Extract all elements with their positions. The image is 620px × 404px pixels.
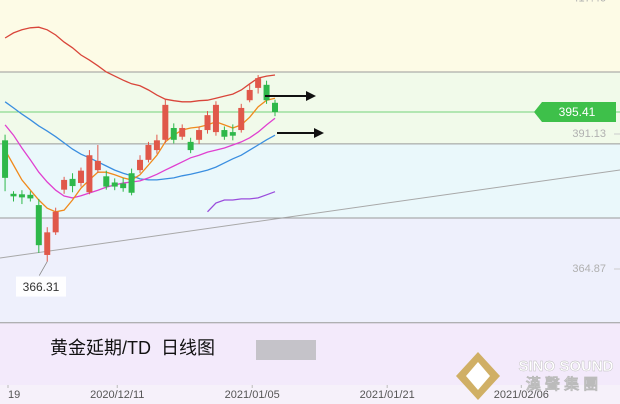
y-tick-label: 364.87 bbox=[572, 263, 606, 275]
indicator-line bbox=[4, 26, 276, 103]
candle-body bbox=[179, 127, 186, 137]
x-tick-label: 19 bbox=[8, 389, 20, 401]
logo: SINO SOUND 漢 聲 集 團 bbox=[456, 352, 614, 400]
candle-body bbox=[86, 155, 93, 193]
candle-body bbox=[128, 173, 135, 193]
y-tick-label: 391.13 bbox=[572, 128, 606, 140]
candle-body bbox=[196, 130, 203, 140]
candle-body bbox=[229, 132, 236, 136]
brand-cn: 漢 聲 集 團 bbox=[526, 375, 599, 393]
candle-body bbox=[44, 232, 51, 255]
indicator-line bbox=[207, 191, 276, 213]
band-bg bbox=[0, 144, 620, 218]
band-bg bbox=[0, 0, 620, 72]
x-tick-label: 2021/01/21 bbox=[360, 389, 415, 401]
axis-bg bbox=[0, 385, 620, 404]
candle-body bbox=[187, 141, 194, 151]
trend-line bbox=[0, 169, 620, 259]
indicator-line bbox=[4, 117, 276, 199]
candle-body bbox=[271, 102, 278, 113]
candle-body bbox=[255, 78, 262, 88]
candle-body bbox=[238, 107, 245, 131]
candle-body bbox=[69, 178, 76, 187]
candle-body bbox=[145, 144, 152, 160]
y-tick-label: 417.46 bbox=[572, 0, 606, 5]
indicator-line bbox=[4, 101, 276, 181]
candle-body bbox=[27, 194, 34, 199]
candle-body bbox=[212, 104, 219, 133]
candle-body bbox=[221, 130, 228, 137]
candle-body bbox=[10, 193, 17, 197]
candle-body bbox=[162, 104, 169, 140]
candle-body bbox=[111, 182, 118, 187]
candle-body bbox=[103, 176, 110, 187]
candle-body bbox=[120, 183, 127, 189]
chart-title: 黄金延期/TD 日线图 bbox=[50, 338, 215, 358]
low-pointer bbox=[38, 261, 48, 276]
low-label: 366.31 bbox=[23, 280, 60, 294]
candle-body bbox=[263, 84, 270, 101]
x-tick-label: 2020/12/11 bbox=[90, 389, 144, 401]
candle-body bbox=[18, 194, 25, 198]
arrows bbox=[265, 91, 324, 138]
blur-box bbox=[256, 340, 316, 360]
brand: SINO SOUND bbox=[518, 358, 613, 375]
price-tag: 395.41 bbox=[559, 105, 596, 119]
candle-body bbox=[153, 140, 160, 151]
candle-body bbox=[94, 160, 101, 171]
x-tick-label: 2021/01/05 bbox=[225, 389, 280, 401]
x-tick-label: 2021/02/06 bbox=[494, 389, 549, 401]
low-label-box bbox=[16, 276, 66, 297]
price-tag-bg bbox=[534, 102, 616, 123]
candle-body bbox=[137, 159, 144, 171]
candle-body bbox=[170, 127, 177, 140]
candle-body bbox=[2, 140, 9, 178]
candle-body bbox=[61, 179, 68, 190]
indicator-line bbox=[4, 97, 276, 213]
candle-body bbox=[77, 170, 84, 183]
band-bg bbox=[0, 218, 620, 323]
candle-body bbox=[246, 89, 253, 101]
candle-body bbox=[35, 205, 42, 246]
candle-body bbox=[52, 211, 59, 233]
candle-body bbox=[204, 115, 211, 131]
